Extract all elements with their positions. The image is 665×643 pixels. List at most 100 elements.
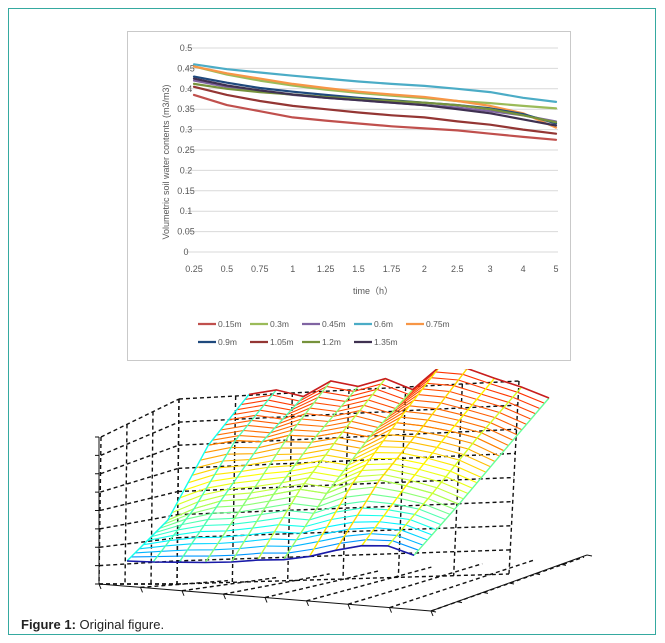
- surface-plot-panel: [79, 365, 619, 617]
- surface-strip: [147, 514, 437, 542]
- surface-column-line: [178, 396, 305, 563]
- x-tick-label: 2.5: [451, 264, 464, 274]
- box-grid-line: [176, 398, 180, 585]
- legend-label-0.45m: 0.45m: [322, 319, 346, 329]
- axis-tick: [430, 610, 437, 613]
- surface-strip: [212, 416, 509, 446]
- surface-strip: [200, 434, 496, 462]
- box-grid-line: [508, 380, 520, 575]
- box-grid-line: [178, 452, 516, 470]
- axis-tick: [347, 604, 351, 610]
- y-tick-label: 0.3: [180, 125, 193, 135]
- x-tick-label: 3: [488, 264, 493, 274]
- line-chart-panel: 0 0.05 0.1 0.15 0.2 0.25 0.3 0.35 0.4 0.45 0.5 0.2…: [127, 31, 571, 361]
- axis-tick: [482, 591, 489, 594]
- x-tick-label: 1.75: [383, 264, 401, 274]
- surface-mesh: [126, 365, 550, 564]
- surface-strip: [204, 428, 500, 457]
- axis-tick: [508, 582, 515, 585]
- surface-strip: [228, 394, 527, 425]
- surface-strip: [139, 527, 428, 550]
- surface-strip: [179, 463, 473, 499]
- axis-tick: [456, 601, 463, 604]
- x-tick-label: 1: [290, 264, 295, 274]
- line-chart-svg: 0 0.05 0.1 0.15 0.2 0.25 0.3 0.35 0.4 0.45 0.5 0.2…: [161, 43, 559, 347]
- surface-top-edge: [248, 365, 550, 399]
- legend-label-1.35m: 1.35m: [374, 337, 398, 347]
- surface-strip: [163, 486, 455, 525]
- surface-column-line: [256, 378, 386, 561]
- x-tick-label: 1.5: [352, 264, 365, 274]
- surface-strip: [131, 539, 419, 558]
- floor-grid-line: [264, 569, 381, 599]
- box-grid-line: [100, 421, 180, 457]
- surface-strip: [195, 440, 491, 469]
- box-grid-line: [178, 428, 517, 446]
- box-grid-line: [100, 444, 179, 475]
- y-tick-label: 0.35: [177, 104, 195, 114]
- series-line-1.2m: [192, 82, 558, 124]
- series-line-0.3m: [192, 65, 558, 110]
- surface-strip: [151, 507, 442, 538]
- box-grid-line: [150, 411, 154, 585]
- surface-strip: [244, 371, 545, 404]
- x-tick-label: 2: [422, 264, 427, 274]
- box-grid-line: [452, 383, 464, 576]
- legend-label-1.05m: 1.05m: [270, 337, 294, 347]
- series-line-0.15m: [192, 93, 558, 141]
- surface-column-line: [204, 380, 332, 563]
- y-tick-label: 0.5: [180, 43, 193, 53]
- axis-tick: [389, 607, 392, 613]
- surface-strip: [220, 405, 518, 436]
- floor-grid-line: [430, 556, 585, 612]
- floor-grid-line: [181, 576, 279, 592]
- surface-column-line: [387, 386, 523, 547]
- x-tick-label: 4: [521, 264, 526, 274]
- y-tick-label: 0.25: [177, 145, 195, 155]
- surface-strip: [135, 533, 424, 554]
- box-grid-line: [99, 537, 178, 548]
- surface-column-line: [361, 377, 496, 547]
- series-line-0.6m: [192, 63, 558, 104]
- surface-column-line: [413, 397, 550, 556]
- axis-tick: [98, 583, 102, 590]
- legend-label-0.9m: 0.9m: [218, 337, 237, 347]
- axis-tick: [306, 600, 309, 607]
- axis-tick: [560, 563, 567, 566]
- y-tick-label: 0.05: [177, 227, 195, 237]
- axis-tick: [223, 593, 226, 600]
- surface-strip: [175, 468, 469, 506]
- surface-column-line: [308, 365, 441, 557]
- box-grid-line: [100, 467, 179, 493]
- chart-gridlines: [186, 47, 558, 253]
- surface-box-grid: [95, 380, 593, 617]
- axis-tick: [586, 554, 593, 557]
- y-tick-label: 0.2: [180, 165, 193, 175]
- figure-frame: 0 0.05 0.1 0.15 0.2 0.25 0.3 0.35 0.4 0.45 0.5 0.2…: [8, 8, 656, 635]
- legend-label-0.75m: 0.75m: [426, 319, 450, 329]
- y-tick-label: 0.4: [180, 84, 193, 94]
- legend-label-1.2m: 1.2m: [322, 337, 341, 347]
- axis-tick: [430, 610, 434, 617]
- surface-column-line: [152, 389, 277, 563]
- x-tick-label: 0.25: [185, 264, 203, 274]
- floor-grid-line: [347, 563, 483, 605]
- series-line-0.75m: [192, 65, 558, 129]
- surface-column-line: [126, 393, 250, 562]
- legend-label-0.15m: 0.15m: [218, 319, 242, 329]
- legend-label-0.3m: 0.3m: [270, 319, 289, 329]
- x-tick-label: 0.5: [221, 264, 234, 274]
- floor-grid-line: [140, 579, 228, 589]
- surface-strip: [236, 382, 536, 415]
- surface-strip: [155, 500, 446, 534]
- y-tick-label: 0: [183, 247, 188, 257]
- axis-tick: [264, 597, 268, 603]
- surface-front-edge: [126, 544, 415, 564]
- surface-column-line: [282, 389, 414, 561]
- chart-series: [192, 63, 558, 141]
- box-grid-line: [100, 398, 180, 438]
- y-axis-ticks: 0 0.05 0.1 0.15 0.2 0.25 0.3 0.35 0.4 0.45 0.5: [177, 43, 195, 257]
- series-line-1.35m: [192, 77, 558, 127]
- surface-strip: [183, 457, 478, 491]
- x-tick-label: 5: [553, 264, 558, 274]
